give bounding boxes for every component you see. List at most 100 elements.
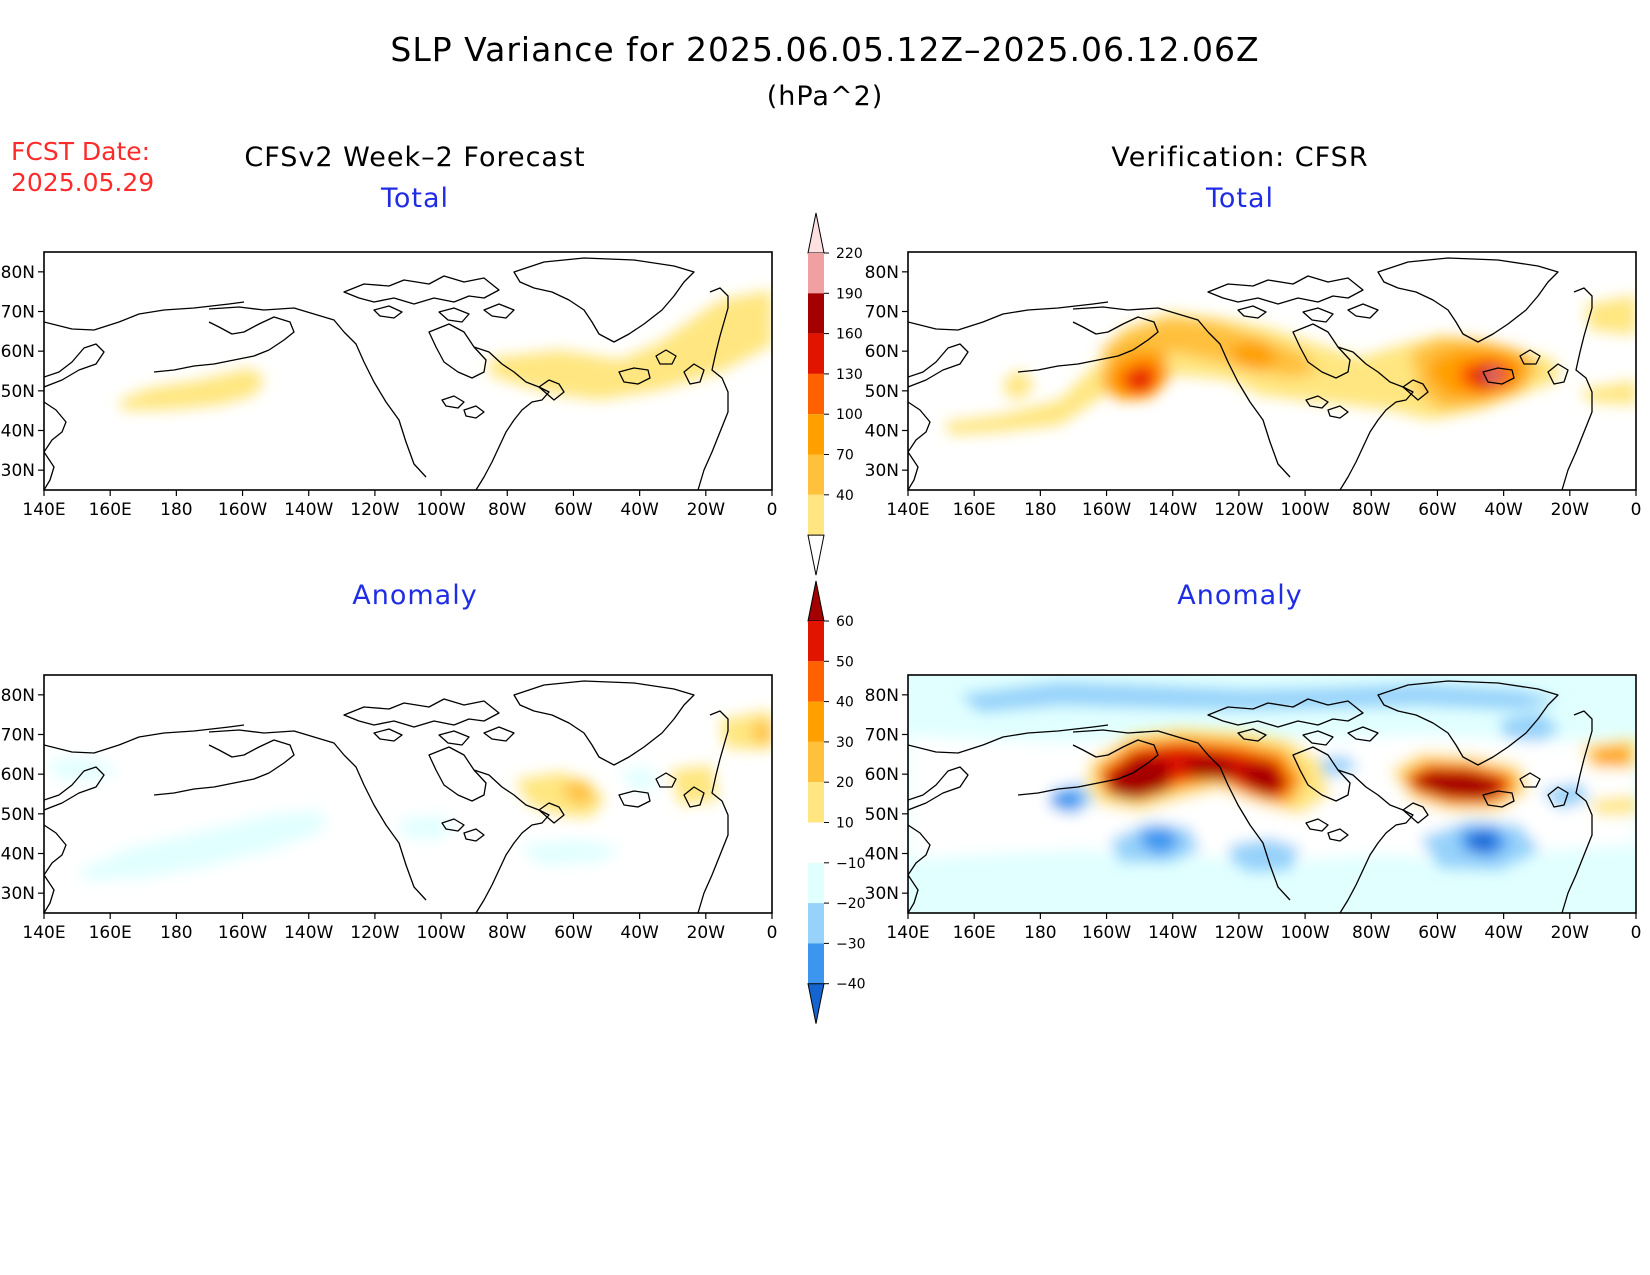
verification-total-lon-label: 160E: [953, 500, 996, 520]
forecast-total-lon-label: 20W: [687, 500, 726, 520]
anomaly-colorbar-label: −30: [836, 936, 866, 952]
total-colorbar-bin: [808, 494, 824, 536]
forecast-total-lat-label: 40N: [1, 422, 35, 442]
forecast-total-lon-label: 140W: [284, 500, 333, 520]
forecast-anomaly-lon-label: 80W: [488, 923, 527, 943]
anomaly-colorbar-bin: [808, 661, 824, 702]
verification-total-lat-label: 40N: [865, 422, 899, 442]
verification-total-lat-label: 50N: [865, 382, 899, 402]
forecast-anomaly-lat-label: 70N: [1, 726, 35, 746]
verification-total-lat-label: 70N: [865, 303, 899, 323]
forecast-anomaly-lon-label: 40W: [620, 923, 659, 943]
anomaly-colorbar-label: 30: [836, 735, 854, 751]
forecast-anomaly-lon-label: 140W: [284, 923, 333, 943]
anomaly-colorbar-bin: [808, 621, 824, 662]
forecast-total-lon-label: 40W: [620, 500, 659, 520]
verification-anomaly-lat-label: 70N: [865, 726, 899, 746]
total-colorbar-bin: [808, 253, 824, 294]
anomaly-colorbar-label: 20: [836, 775, 854, 791]
total-colorbar-bin: [808, 373, 824, 415]
anomaly-colorbar-label: −20: [836, 896, 866, 912]
verification-total-lon-label: 100W: [1280, 500, 1329, 520]
total-colorbar-bin: [808, 293, 824, 334]
verification-anomaly-map: [908, 675, 1636, 913]
forecast-total-lat-label: 30N: [1, 461, 35, 481]
verification-total-lon-label: 120W: [1214, 500, 1263, 520]
forecast-anomaly-title: Anomaly: [352, 580, 478, 611]
anomaly-colorbar-label: 50: [836, 654, 854, 670]
verification-anomaly-lat-label: 60N: [865, 765, 899, 785]
forecast-anomaly-lon-label: 20W: [687, 923, 726, 943]
anomaly-colorbar-label: −10: [836, 856, 866, 872]
verification-total-lon-label: 60W: [1418, 500, 1457, 520]
anomaly-colorbar-bin: [808, 741, 824, 783]
total-colorbar-label: 160: [836, 327, 863, 343]
anomaly-colorbar-label: 10: [836, 816, 854, 832]
verification-total-lon-label: 80W: [1352, 500, 1391, 520]
forecast-total-map: [44, 252, 772, 490]
forecast-total-lat-label: 50N: [1, 382, 35, 402]
units-label: (hPa^2): [766, 81, 884, 112]
verification-total-lat-label: 80N: [865, 263, 899, 283]
forecast-total-lat-label: 70N: [1, 303, 35, 323]
verification-total-lon-label: 140W: [1148, 500, 1197, 520]
verification-column-title: Verification: CFSR: [1111, 142, 1369, 173]
verification-total-title: Total: [1205, 183, 1275, 214]
verification-anomaly-frame: [907, 674, 1637, 914]
total-colorbar-bin: [808, 414, 824, 455]
verification-anomaly-lon-label: 40W: [1484, 923, 1523, 943]
verification-anomaly-lon-label: 80W: [1352, 923, 1391, 943]
figure-title: SLP Variance for 2025.06.05.12Z–2025.06.…: [390, 30, 1260, 69]
total-colorbar-label: 220: [836, 246, 863, 262]
forecast-anomaly-frame: [43, 674, 773, 914]
verification-total-lat-label: 30N: [865, 461, 899, 481]
total-colorbar-label: 100: [836, 407, 863, 423]
verification-anomaly-lat-label: 80N: [865, 686, 899, 706]
verification-anomaly-lon-label: 160E: [953, 923, 996, 943]
forecast-anomaly-lat-label: 80N: [1, 686, 35, 706]
forecast-total-lon-label: 180: [160, 500, 192, 520]
forecast-total-lon-label: 160W: [218, 500, 267, 520]
verification-anomaly-lat-label: 40N: [865, 845, 899, 865]
verification-total-lon-label: 160W: [1082, 500, 1131, 520]
verification-anomaly-lat-label: 30N: [865, 884, 899, 904]
verification-total-lon-label: 40W: [1484, 500, 1523, 520]
anomaly-colorbar: 60 50 40 30 20 10 −10 −20 −30 −40: [807, 580, 866, 1024]
forecast-anomaly-lat-label: 30N: [1, 884, 35, 904]
forecast-total-lon-label: 120W: [350, 500, 399, 520]
anomaly-colorbar-label: −40: [836, 977, 866, 993]
anomaly-colorbar-bin: [808, 862, 824, 904]
total-colorbar-bin: [808, 333, 824, 374]
forecast-date-value: 2025.05.29: [11, 168, 155, 197]
forecast-anomaly-lon-label: 120W: [350, 923, 399, 943]
forecast-anomaly-lon-label: 100W: [416, 923, 465, 943]
verification-anomaly-lon-label: 0: [1631, 923, 1642, 943]
verification-anomaly-lon-label: 20W: [1551, 923, 1590, 943]
verification-total-map: [908, 252, 1636, 490]
verification-anomaly-lon-label: 140E: [886, 923, 929, 943]
verification-total-lat-label: 60N: [865, 342, 899, 362]
forecast-anomaly-lon-label: 160E: [89, 923, 132, 943]
anomaly-colorbar-label: 60: [836, 614, 854, 630]
forecast-total-lon-label: 0: [767, 500, 778, 520]
verification-anomaly-lat-label: 50N: [865, 805, 899, 825]
verification-total-lon-label: 20W: [1551, 500, 1590, 520]
verification-total-lon-label: 140E: [886, 500, 929, 520]
forecast-anomaly-lon-label: 140E: [22, 923, 65, 943]
forecast-total-lon-label: 80W: [488, 500, 527, 520]
forecast-column-title: CFSv2 Week–2 Forecast: [244, 142, 586, 173]
anomaly-colorbar-bin: [808, 943, 824, 984]
anomaly-colorbar-bottom-arrow: [807, 983, 825, 1024]
forecast-anomaly-lon-label: 180: [160, 923, 192, 943]
forecast-total-lat-label: 60N: [1, 342, 35, 362]
forecast-anomaly-lon-label: 160W: [218, 923, 267, 943]
total-colorbar: 220 190 160 130 100 70 40: [807, 212, 863, 576]
verification-anomaly-lon-label: 100W: [1280, 923, 1329, 943]
forecast-anomaly-lon-label: 60W: [554, 923, 593, 943]
total-colorbar-label: 130: [836, 367, 863, 383]
forecast-total-lon-label: 160E: [89, 500, 132, 520]
forecast-total-lon-label: 140E: [22, 500, 65, 520]
forecast-total-lon-label: 100W: [416, 500, 465, 520]
total-colorbar-bottom-arrow: [807, 534, 825, 576]
anomaly-colorbar-bin: [808, 822, 824, 863]
